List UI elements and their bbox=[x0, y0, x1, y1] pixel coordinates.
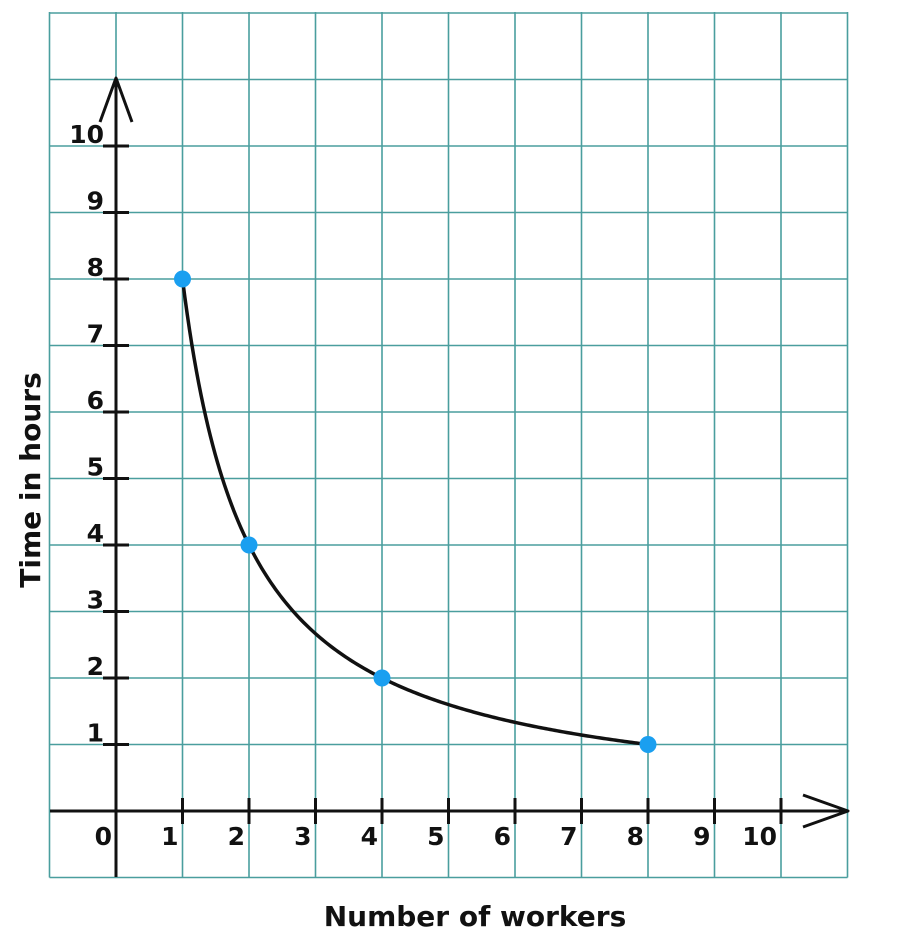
x-tick-label: 4 bbox=[361, 822, 378, 851]
y-tick-label: 3 bbox=[87, 586, 104, 615]
data-point bbox=[174, 270, 191, 288]
x-tick-label: 6 bbox=[494, 822, 511, 851]
ticks: 0 1 2 3 4 5 6 7 8 9 10 1 2 3 4 5 6 7 8 9 10 bbox=[69, 120, 783, 851]
x-tick-label: 9 bbox=[693, 822, 710, 851]
y-tick-label: 8 bbox=[87, 253, 104, 282]
y-tick-label: 5 bbox=[87, 453, 104, 482]
x-tick-label: 7 bbox=[560, 822, 577, 851]
y-tick-label: 1 bbox=[87, 719, 104, 748]
y-tick-label: 4 bbox=[87, 519, 104, 548]
x-tick-label: 1 bbox=[161, 822, 178, 851]
x-tick-label: 3 bbox=[294, 822, 311, 851]
y-tick-label: 7 bbox=[87, 320, 104, 349]
x-tick-label: 0 bbox=[95, 822, 112, 851]
y-tick-label: 2 bbox=[87, 652, 104, 681]
y-tick-label: 9 bbox=[87, 187, 104, 216]
x-tick-label: 10 bbox=[742, 822, 777, 851]
y-tick-label: 6 bbox=[87, 386, 104, 415]
x-axis-arrow bbox=[802, 793, 850, 829]
y-tick-label: 10 bbox=[69, 120, 104, 149]
grid bbox=[48, 12, 849, 879]
points bbox=[174, 270, 657, 753]
curve-line bbox=[180, 277, 650, 747]
curve-layer bbox=[180, 277, 650, 747]
data-point bbox=[639, 736, 657, 753]
x-tick-label: 8 bbox=[627, 822, 644, 851]
data-point bbox=[373, 669, 391, 687]
x-tick-label: 2 bbox=[228, 822, 245, 851]
x-axis-label: Number of workers bbox=[324, 900, 627, 933]
y-axis-arrow bbox=[98, 76, 134, 123]
y-axis-label: Time in hours bbox=[14, 372, 47, 587]
x-tick-label: 5 bbox=[427, 822, 444, 851]
data-point bbox=[240, 536, 258, 554]
